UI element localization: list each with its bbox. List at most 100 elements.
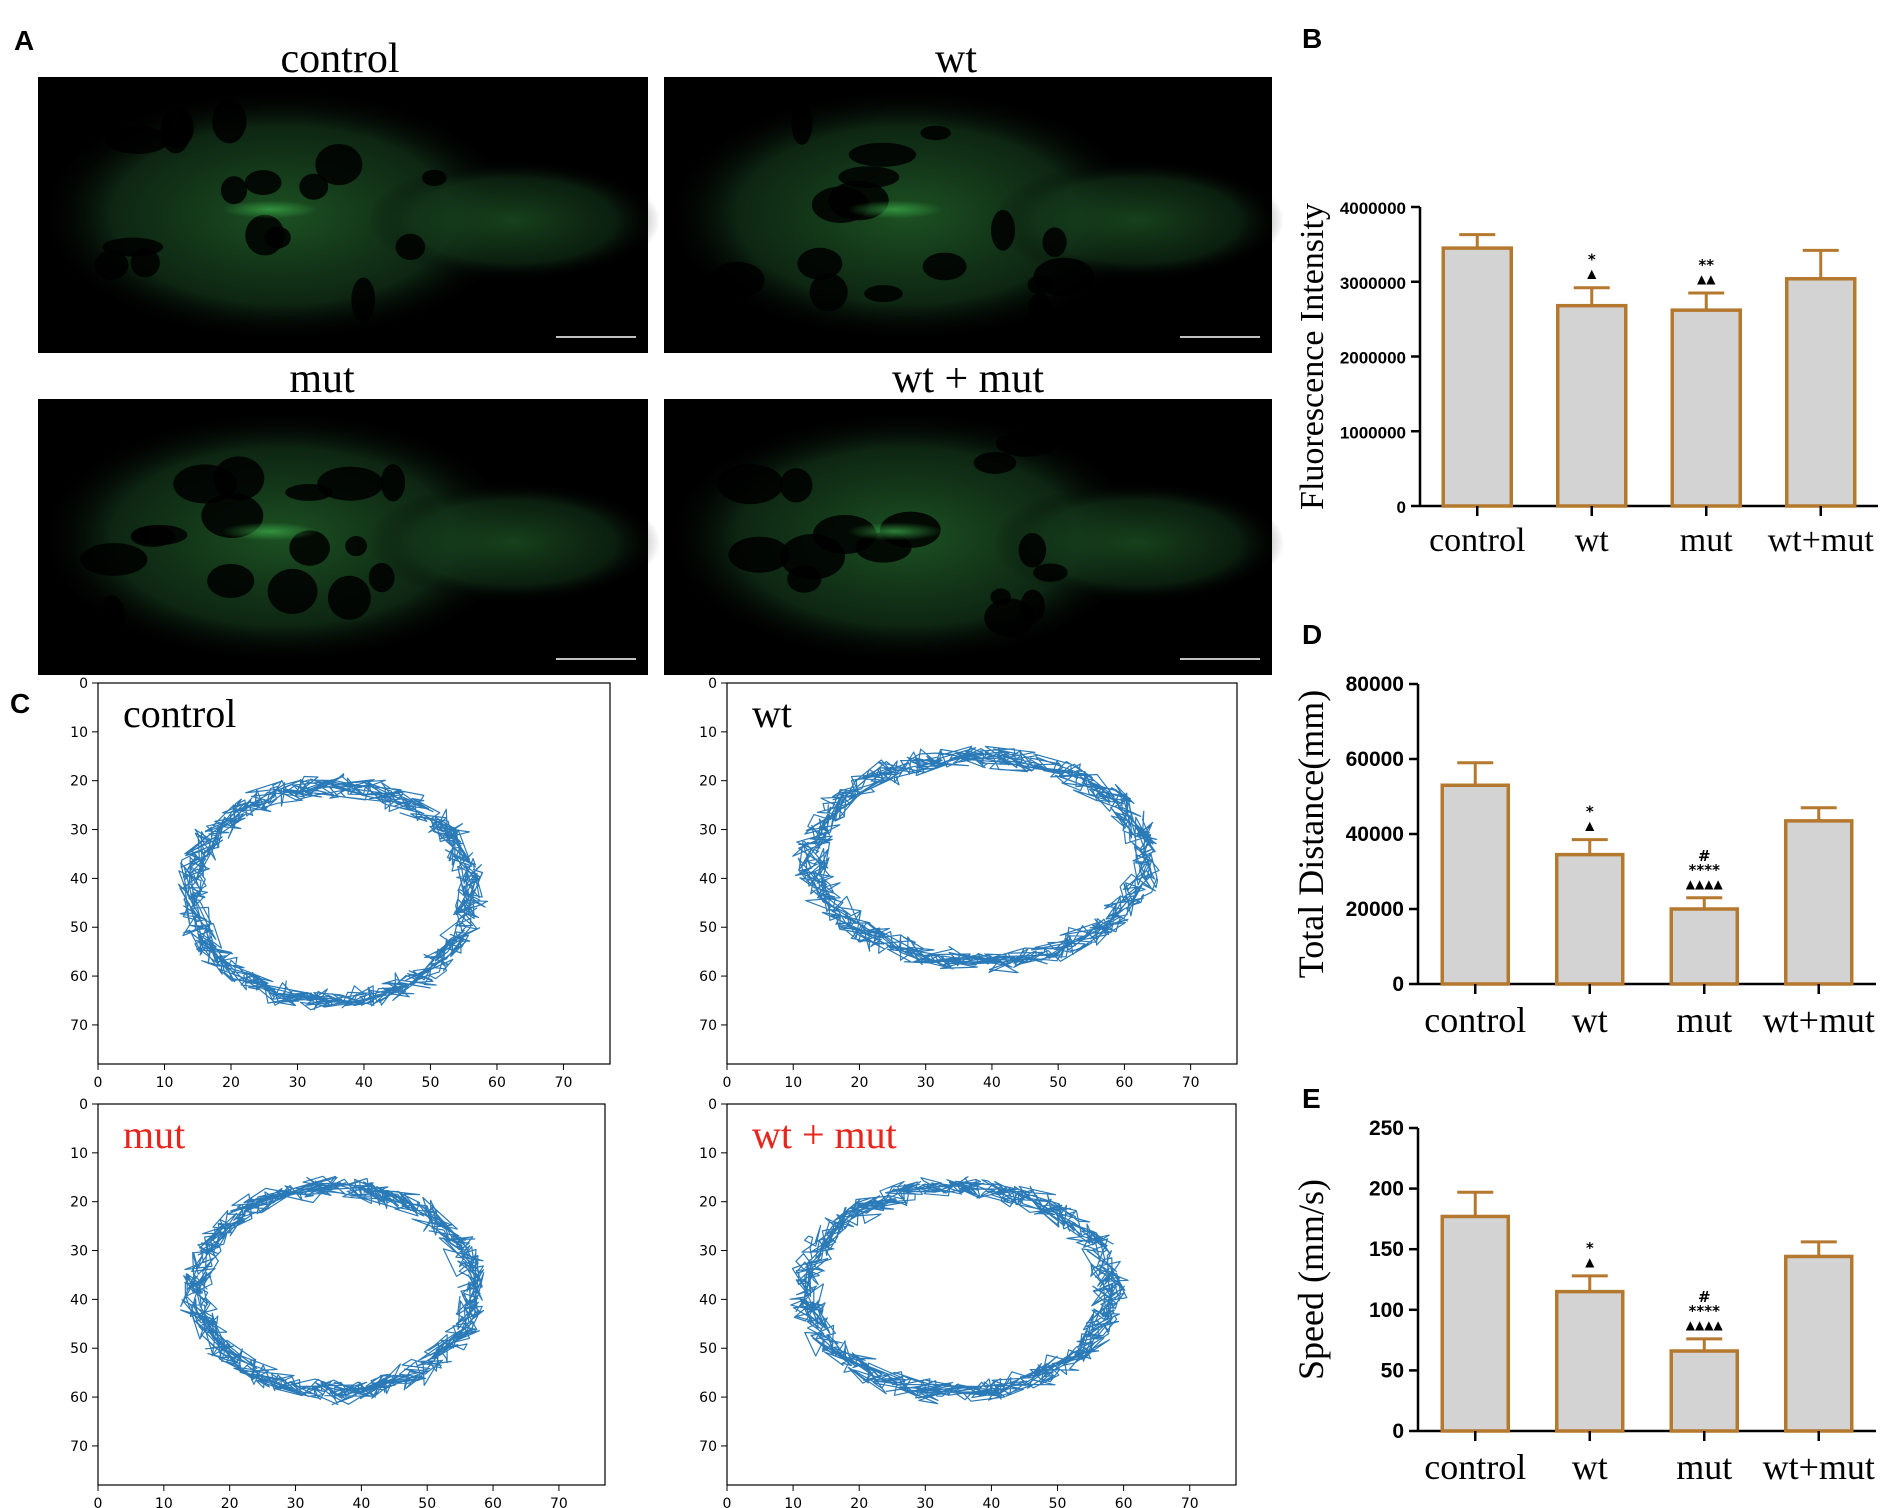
pigment-spot xyxy=(220,176,248,205)
y-tick-label: 70 xyxy=(699,1439,717,1455)
y-tick-label: 60 xyxy=(70,1390,88,1406)
bar-wt+mut xyxy=(1785,277,1857,508)
y-tick-label: 80000 xyxy=(1346,673,1404,696)
pigment-spot xyxy=(922,252,967,281)
significance-mark: ▲ xyxy=(1585,1255,1595,1269)
plot-frame xyxy=(97,682,611,1065)
pigment-spot xyxy=(395,233,426,261)
category-label-control: control xyxy=(1429,522,1525,559)
pigment-spot xyxy=(380,464,406,502)
trajectory-plot: 0 10 20 30 40 50 60 70 0 10 20 30 40 50 60 70 wt + mut xyxy=(699,1097,1237,1508)
larva-tail xyxy=(992,159,1285,282)
x-tick-label: 40 xyxy=(352,1496,370,1508)
panel-letter-b: B xyxy=(1302,23,1322,54)
image-title-mut: mut xyxy=(289,356,355,402)
pigment-spot xyxy=(351,277,376,322)
pigment-spot xyxy=(1033,563,1068,582)
pigment-spot xyxy=(797,247,843,280)
y-tick-label: 4000000 xyxy=(1340,199,1406,218)
pigment-spot xyxy=(1020,589,1045,624)
pigment-spot xyxy=(728,536,790,573)
pigment-spot xyxy=(173,464,237,504)
trajectory-title: wt xyxy=(752,691,792,736)
pigment-spot xyxy=(996,431,1058,457)
trajectory-path xyxy=(180,1175,485,1406)
panel-letter-c: C xyxy=(10,688,30,719)
pigment-spot xyxy=(421,169,447,186)
plot-frame xyxy=(726,682,1238,1065)
y-tick-label: 30 xyxy=(699,1244,717,1260)
pigment-spot xyxy=(80,543,148,576)
pigment-spot xyxy=(244,170,282,195)
y-tick-label: 0 xyxy=(1397,498,1406,517)
y-tick-label: 50 xyxy=(1381,1359,1404,1382)
significance-mark: # xyxy=(1698,847,1711,865)
pigment-spot xyxy=(161,111,191,154)
y-tick-label: 70 xyxy=(70,1018,88,1034)
y-tick-label: 60000 xyxy=(1346,748,1404,771)
pigment-spot xyxy=(990,209,1016,251)
category-label-mut: mut xyxy=(1680,522,1733,559)
x-tick-label: 20 xyxy=(222,1075,240,1091)
bar-chart-fluorescence: 0 1000000 2000000 3000000 4000000 Fluorescenc… xyxy=(1294,199,1878,559)
pigment-spot xyxy=(267,568,318,614)
y-tick-label: 30 xyxy=(699,823,717,839)
image-title-control: control xyxy=(281,36,400,82)
pigment-spot xyxy=(207,563,255,598)
pigment-spot xyxy=(787,565,822,593)
bar-chart-speed: 0 50 100 150 200 250 Speed (mm/s) control ▲* wt ▲▲… xyxy=(1291,1117,1876,1487)
category-label-wt+mut: wt+mut xyxy=(1763,1000,1875,1040)
y-tick-label: 10 xyxy=(699,1146,717,1162)
x-tick-label: 50 xyxy=(1049,1496,1067,1508)
x-tick-label: 60 xyxy=(1115,1075,1133,1091)
significance-mark: ▲▲ xyxy=(1697,272,1716,286)
x-tick-label: 40 xyxy=(983,1075,1001,1091)
y-tick-label: 20 xyxy=(70,1195,88,1211)
trajectory-title: mut xyxy=(123,1112,185,1157)
x-tick-label: 70 xyxy=(1181,1496,1199,1508)
x-tick-label: 10 xyxy=(784,1075,802,1091)
x-tick-label: 30 xyxy=(289,1075,307,1091)
category-label-wt+mut: wt+mut xyxy=(1763,1447,1875,1487)
larva-tail xyxy=(367,159,661,282)
panel-letter-e: E xyxy=(1302,1083,1321,1114)
panel-a-images: control wt mut wt + mut xyxy=(38,36,1285,675)
fluorescence-image xyxy=(38,399,661,675)
y-tick-label: 0 xyxy=(79,676,88,692)
bar-wt xyxy=(1556,303,1628,508)
y-tick-label: 0 xyxy=(708,676,717,692)
y-tick-label: 0 xyxy=(79,1097,88,1113)
plot-frame xyxy=(726,1103,1237,1486)
significance-mark: * xyxy=(1586,803,1594,821)
fluorescence-signal xyxy=(221,522,318,541)
significance-mark: ▲▲▲▲ xyxy=(1686,877,1724,891)
y-tick-label: 60 xyxy=(70,969,88,985)
category-label-wt: wt xyxy=(1572,1000,1608,1040)
bar-wt xyxy=(1555,1289,1625,1433)
y-axis-label: Total Distance(mm) xyxy=(1291,690,1331,978)
fluorescence-signal xyxy=(847,200,944,219)
panel-letter-d: D xyxy=(1302,619,1322,650)
x-tick-label: 30 xyxy=(916,1496,934,1508)
y-tick-label: 40 xyxy=(699,871,717,887)
y-tick-label: 20 xyxy=(699,774,717,790)
pigment-spot xyxy=(864,285,903,303)
x-tick-label: 20 xyxy=(850,1496,868,1508)
pigment-spot xyxy=(713,622,762,642)
x-tick-label: 70 xyxy=(555,1075,573,1091)
trajectory-path xyxy=(789,1176,1129,1405)
y-tick-label: 50 xyxy=(70,1341,88,1357)
bar-wt+mut xyxy=(1784,1254,1854,1433)
fluorescence-signal xyxy=(847,522,944,541)
pigment-spot xyxy=(1042,227,1067,257)
pigment-spot xyxy=(105,126,170,154)
x-tick-label: 30 xyxy=(917,1075,935,1091)
plot-frame xyxy=(97,1103,606,1486)
trajectory-title: wt + mut xyxy=(752,1112,897,1157)
x-tick-label: 0 xyxy=(94,1075,103,1091)
trajectory-plot: 0 10 20 30 40 50 60 70 0 10 20 30 40 50 60 70 control xyxy=(70,676,611,1091)
bar-wt xyxy=(1555,852,1625,986)
bar-chart-total-distance: 0 20000 40000 60000 80000 Total Distance(mm) c… xyxy=(1291,673,1876,1040)
category-label-wt+mut: wt+mut xyxy=(1768,522,1875,559)
